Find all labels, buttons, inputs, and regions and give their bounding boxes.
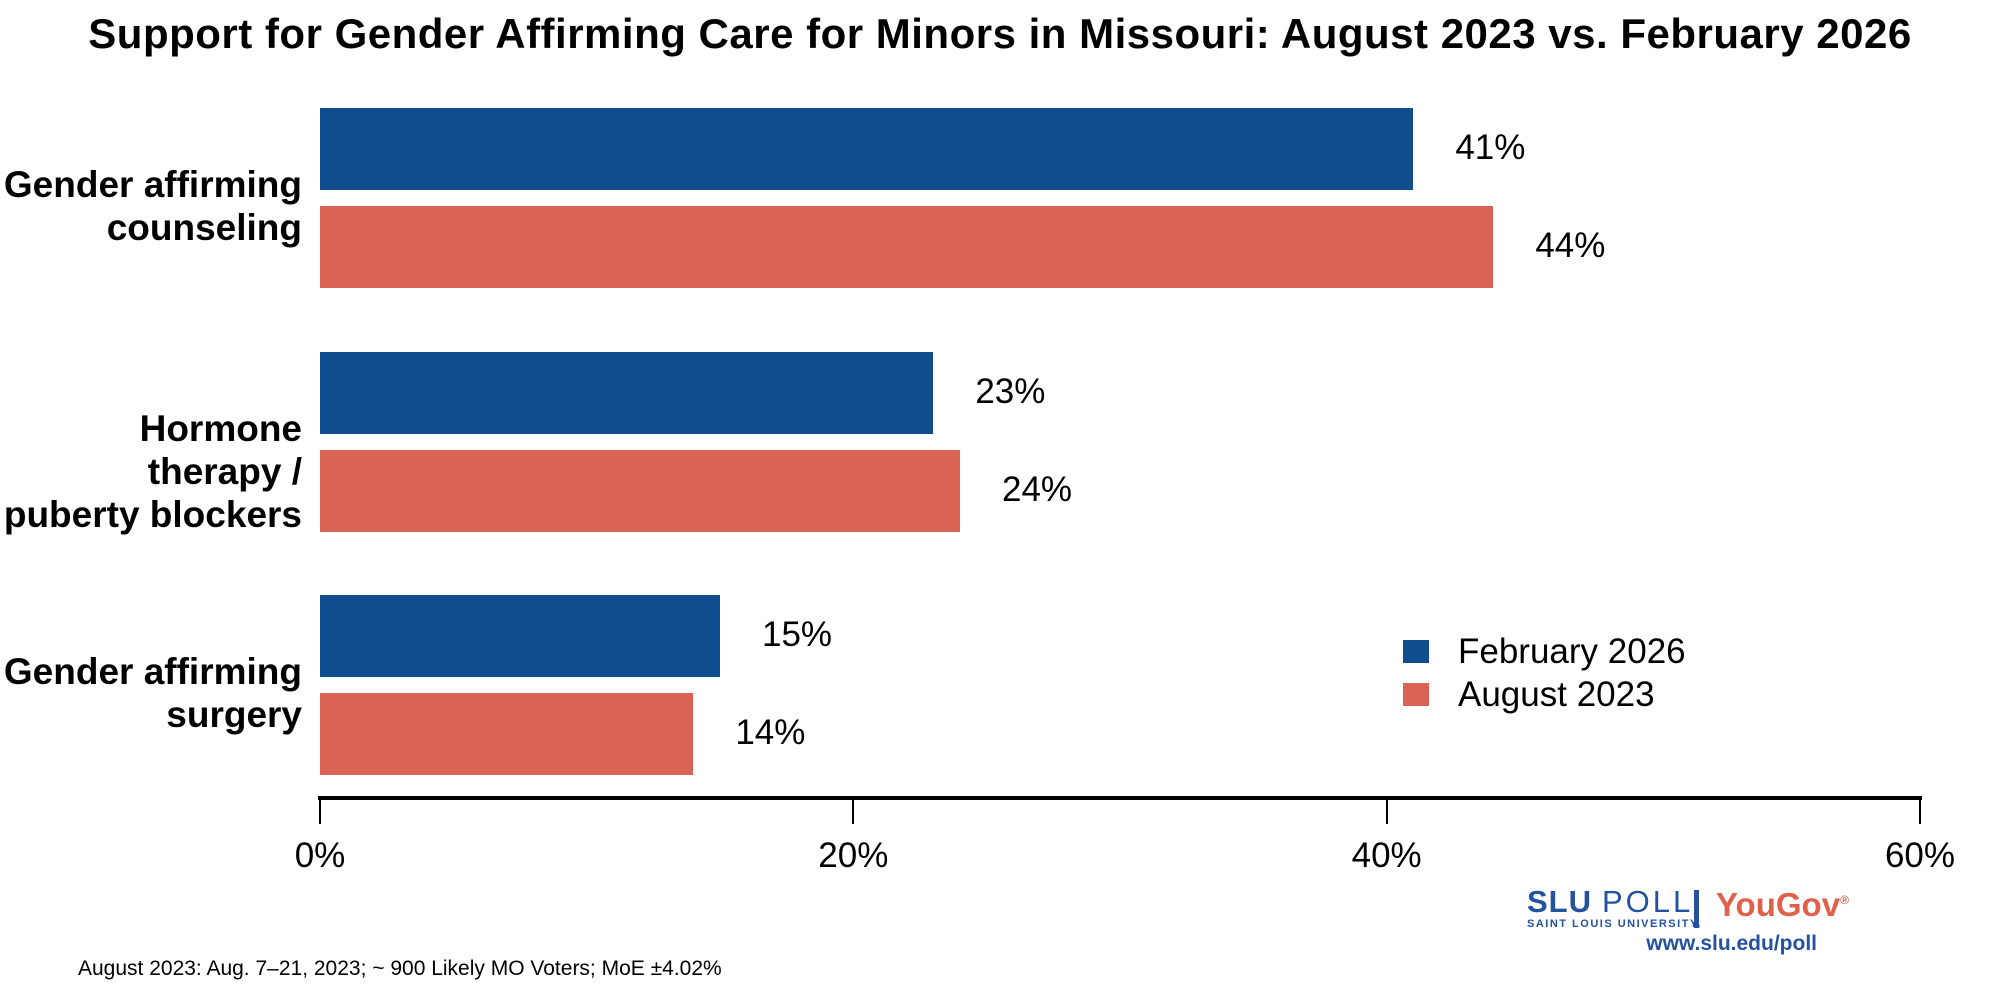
bar-august-2023 (320, 206, 1494, 288)
value-label: 41% (1455, 128, 1526, 168)
legend-label: February 2026 (1458, 631, 1686, 671)
bar-february-2026 (320, 108, 1414, 190)
logo-divider (1694, 890, 1699, 928)
category-label-line: puberty blockers (3, 494, 302, 535)
footnote-line-1: August 2023: Aug. 7–21, 2023; ~ 900 Like… (78, 957, 722, 980)
value-label: 23% (975, 372, 1046, 412)
axis-tick-label: 20% (818, 836, 889, 875)
legend: February 2026 August 2023 (1403, 630, 1686, 716)
bar-february-2026 (320, 595, 720, 677)
axis-tick-label: 60% (1884, 836, 1956, 875)
legend-label: August 2023 (1458, 674, 1655, 714)
category-label-line: Gender affirming (3, 164, 302, 205)
category-label-line: surgery (166, 694, 302, 735)
yougov-text: YouGov (1716, 886, 1841, 923)
legend-item: August 2023 (1403, 673, 1686, 716)
value-label: 14% (735, 713, 806, 753)
axis-tick (852, 800, 855, 824)
category-label-line: counseling (106, 207, 302, 248)
slu-university-text: SAINT LOUIS UNIVERSITY. (1527, 918, 1703, 930)
category-label: Gender affirming surgery (0, 650, 302, 736)
value-label: 24% (1002, 470, 1073, 510)
value-label: 15% (762, 615, 833, 655)
legend-swatch (1403, 683, 1429, 706)
slu-logo-text: SLU (1527, 884, 1592, 919)
bar-february-2026 (320, 352, 934, 434)
legend-swatch (1403, 640, 1429, 663)
bar-august-2023 (320, 450, 960, 532)
axis-tick-label: 40% (1351, 836, 1422, 875)
slu-poll-logo: SLU POLL (1527, 884, 1693, 920)
branding: SLU POLL SAINT LOUIS UNIVERSITY. YouGov® … (1527, 884, 1857, 964)
category-label-line: Gender affirming (3, 651, 302, 692)
category-label: Gender affirming counseling (0, 163, 302, 249)
registered-mark: ® (1840, 893, 1849, 907)
chart-title: Support for Gender Affirming Care for Mi… (88, 10, 1912, 57)
bar-august-2023 (320, 693, 694, 775)
footnote: August 2023: Aug. 7–21, 2023; ~ 900 Like… (78, 901, 1124, 1000)
value-label: 44% (1535, 226, 1606, 266)
x-axis-line (318, 796, 1922, 800)
axis-tick (1385, 800, 1388, 824)
legend-item: February 2026 (1403, 630, 1686, 673)
poll-url: www.slu.edu/poll (1646, 932, 1817, 955)
yougov-logo: YouGov® (1716, 886, 1849, 924)
category-label-line: Hormone therapy / (139, 408, 302, 492)
axis-tick-label: 0% (294, 836, 346, 875)
axis-tick (1919, 800, 1921, 824)
axis-tick (319, 800, 321, 824)
poll-logo-text: POLL (1602, 884, 1694, 919)
category-label: Hormone therapy / puberty blockers (0, 407, 302, 536)
